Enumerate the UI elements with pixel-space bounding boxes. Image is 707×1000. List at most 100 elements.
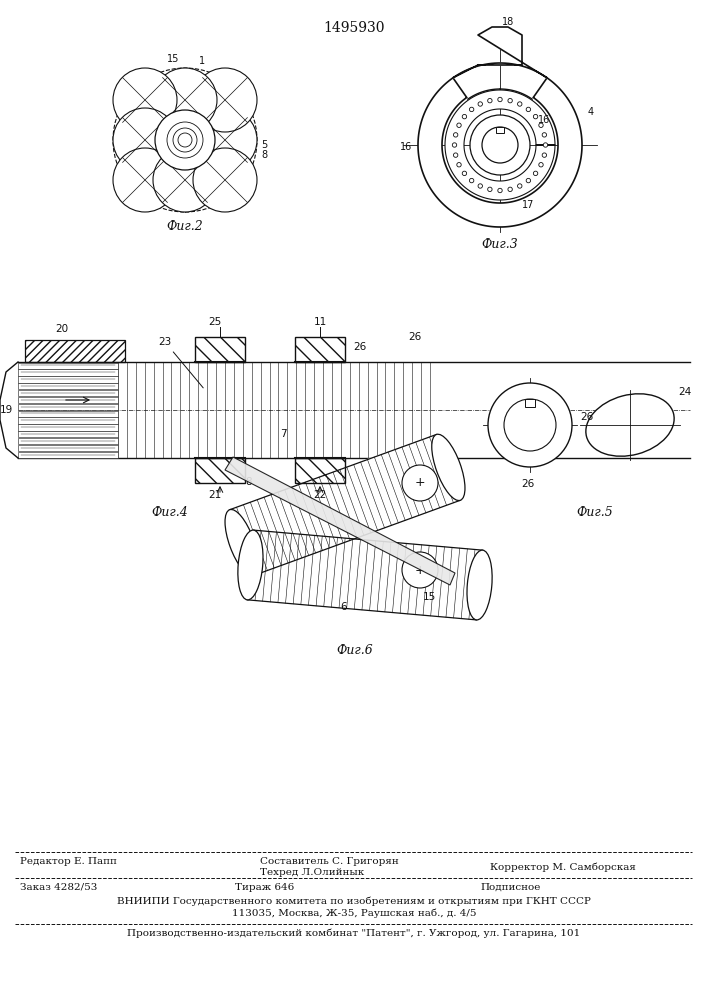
Bar: [525, 399, 535, 407]
Text: Техред Л.Олийнык: Техред Л.Олийнык: [260, 868, 364, 877]
Text: Заказ 4282/53: Заказ 4282/53: [20, 883, 98, 892]
Bar: [195, 337, 245, 362]
Text: 19: 19: [0, 405, 13, 415]
Circle shape: [508, 98, 513, 103]
Text: 25: 25: [209, 317, 221, 327]
Text: 22: 22: [313, 490, 327, 500]
Bar: [18, 438, 118, 444]
Text: 8: 8: [245, 477, 252, 487]
Circle shape: [462, 171, 467, 176]
Text: 21: 21: [209, 490, 221, 500]
Text: 26: 26: [354, 342, 367, 352]
Bar: [295, 458, 345, 483]
Ellipse shape: [467, 550, 492, 620]
Bar: [18, 376, 118, 383]
Circle shape: [457, 163, 461, 167]
Circle shape: [153, 68, 217, 132]
Bar: [18, 424, 118, 431]
Circle shape: [526, 178, 530, 183]
Text: Редактор Е. Папп: Редактор Е. Папп: [20, 857, 117, 866]
Circle shape: [498, 97, 502, 102]
Circle shape: [402, 552, 438, 588]
Circle shape: [113, 108, 177, 172]
Ellipse shape: [432, 434, 465, 501]
Text: 6: 6: [340, 602, 346, 612]
Bar: [18, 390, 118, 396]
Bar: [18, 369, 118, 376]
Text: 23: 23: [158, 337, 203, 388]
Polygon shape: [230, 434, 460, 576]
Circle shape: [469, 107, 474, 112]
Circle shape: [533, 171, 538, 176]
Text: 8: 8: [261, 150, 267, 160]
Circle shape: [470, 115, 530, 175]
Text: Фиг.4: Фиг.4: [151, 506, 188, 520]
Circle shape: [113, 68, 177, 132]
Text: Тираж 646: Тираж 646: [235, 883, 294, 892]
Circle shape: [462, 114, 467, 119]
Bar: [18, 362, 118, 369]
Text: +: +: [415, 564, 426, 576]
Bar: [18, 431, 118, 437]
Bar: [18, 404, 118, 410]
Text: 20: 20: [55, 324, 68, 334]
Circle shape: [542, 133, 547, 137]
Circle shape: [113, 148, 177, 212]
Bar: [195, 458, 245, 483]
Circle shape: [518, 102, 522, 106]
Bar: [18, 383, 118, 389]
Text: 26: 26: [521, 479, 534, 489]
Text: 1: 1: [199, 56, 205, 66]
Bar: [295, 337, 345, 362]
Bar: [25, 340, 125, 362]
Text: 26: 26: [409, 332, 421, 342]
Circle shape: [452, 143, 457, 147]
Text: 26: 26: [580, 412, 593, 422]
Circle shape: [193, 68, 257, 132]
Bar: [18, 445, 118, 451]
Circle shape: [498, 188, 502, 193]
Text: Фиг.5: Фиг.5: [577, 506, 614, 520]
Text: 4: 4: [588, 107, 594, 117]
Circle shape: [488, 187, 492, 192]
Circle shape: [508, 187, 513, 192]
Circle shape: [193, 108, 257, 172]
Text: Фиг.2: Фиг.2: [167, 220, 204, 232]
Circle shape: [457, 123, 461, 127]
Circle shape: [539, 123, 543, 127]
Circle shape: [542, 153, 547, 157]
Text: Производственно-издательский комбинат "Патент", г. Ужгород, ул. Гагарина, 101: Производственно-издательский комбинат "П…: [127, 929, 580, 938]
Text: Подписное: Подписное: [480, 883, 540, 892]
Circle shape: [533, 114, 538, 119]
Circle shape: [153, 148, 217, 212]
Text: 11: 11: [313, 317, 327, 327]
Text: 17: 17: [522, 200, 534, 210]
Text: 15: 15: [423, 592, 436, 602]
Text: 18: 18: [502, 17, 514, 27]
Text: 1495930: 1495930: [323, 21, 385, 35]
Circle shape: [526, 107, 530, 112]
Text: +: +: [415, 477, 426, 489]
Text: Составитель С. Григорян: Составитель С. Григорян: [260, 857, 399, 866]
Text: Корректор М. Самборская: Корректор М. Самборская: [490, 862, 636, 871]
Text: Фиг.6: Фиг.6: [337, 644, 373, 656]
Circle shape: [518, 184, 522, 188]
Circle shape: [453, 133, 458, 137]
Bar: [18, 410, 118, 417]
Text: 7: 7: [280, 429, 286, 439]
Circle shape: [155, 110, 215, 170]
Text: 24: 24: [678, 387, 691, 397]
Circle shape: [504, 399, 556, 451]
Polygon shape: [247, 530, 483, 620]
Circle shape: [453, 153, 458, 157]
Polygon shape: [453, 27, 547, 78]
Bar: [496, 127, 504, 133]
Circle shape: [478, 102, 482, 106]
Circle shape: [478, 184, 482, 188]
Circle shape: [402, 465, 438, 501]
Bar: [18, 397, 118, 403]
Text: 113035, Москва, Ж-35, Раушская наб., д. 4/5: 113035, Москва, Ж-35, Раушская наб., д. …: [232, 908, 477, 918]
Ellipse shape: [586, 394, 674, 456]
Bar: [18, 452, 118, 458]
Bar: [18, 417, 118, 424]
